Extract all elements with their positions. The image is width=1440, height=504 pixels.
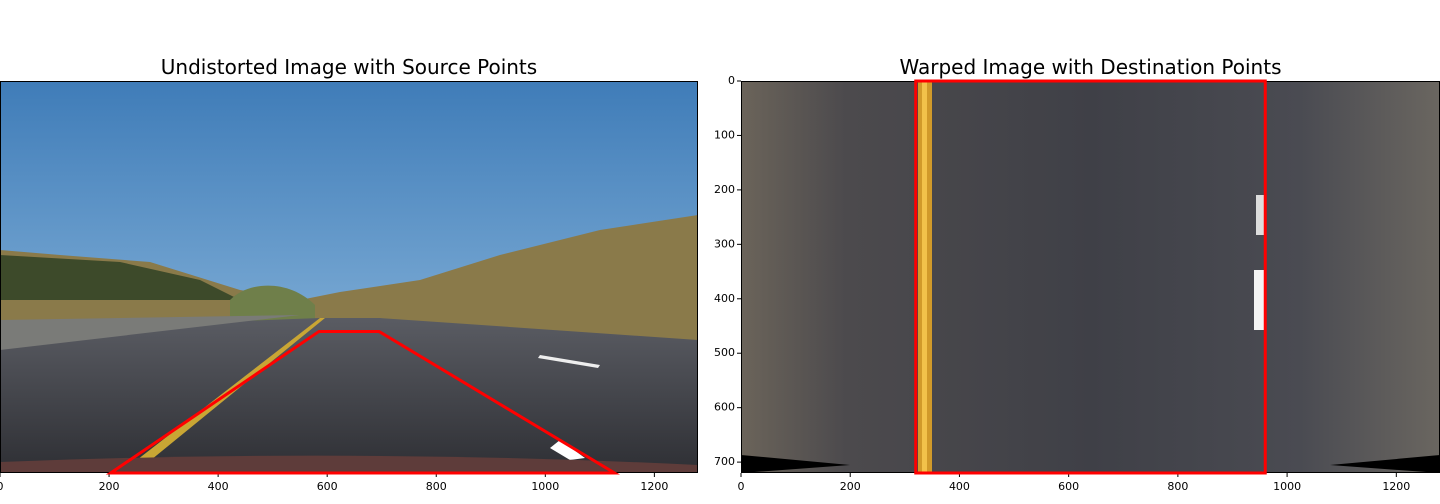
x-tick-label: 600	[317, 480, 338, 493]
y-tick-label: 500	[714, 346, 735, 359]
y-tick-label: 300	[714, 237, 735, 250]
x-tick-label: 200	[99, 480, 120, 493]
x-tick-label: 800	[426, 480, 447, 493]
y-tick-label: 400	[714, 292, 735, 305]
y-tick-label: 200	[714, 183, 735, 196]
panel-title: Warped Image with Destination Points	[899, 55, 1281, 79]
x-tick-label: 1200	[640, 480, 668, 493]
x-tick-label: 200	[840, 480, 861, 493]
point-polygon	[914, 79, 1267, 475]
y-tick-label: 100	[714, 128, 735, 141]
x-tick-label: 1000	[1273, 480, 1301, 493]
y-tick-label: 600	[714, 401, 735, 414]
x-tick-label: 600	[1058, 480, 1079, 493]
x-tick-label: 800	[1167, 480, 1188, 493]
right-image	[741, 81, 1440, 473]
x-tick-label: 0	[738, 480, 745, 493]
x-tick-label: 1000	[531, 480, 559, 493]
x-tick-label: 400	[949, 480, 970, 493]
point-polygon	[105, 329, 620, 475]
y-tick-label: 700	[714, 455, 735, 468]
y-tick-label: 0	[728, 74, 735, 87]
left-image	[0, 81, 698, 473]
panel-title: Undistorted Image with Source Points	[161, 55, 537, 79]
x-tick-label: 400	[208, 480, 229, 493]
x-tick-label: 1200	[1382, 480, 1410, 493]
x-tick-label: 0	[0, 480, 4, 493]
